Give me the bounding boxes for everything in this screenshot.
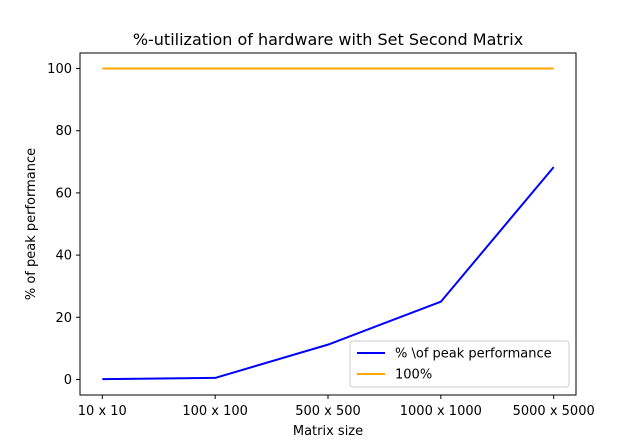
plot-area: 0 20 40 60 80 100 10 x 10 100 x 100 500 x 500 100… [47,52,595,419]
x-axis-label: Matrix size [293,424,363,439]
x-tick-label: 500 x 500 [295,404,361,419]
y-tick-label: 100 [47,62,72,77]
x-tick-label: 100 x 100 [182,404,248,419]
chart-title: %-utilization of hardware with Set Secon… [133,30,523,49]
y-tick-label: 20 [55,311,72,326]
y-tick-label: 0 [64,373,72,388]
y-axis-label: % of peak performance [24,148,39,300]
legend-box [349,340,570,388]
x-tick-label: 1000 x 1000 [400,404,482,419]
legend: % \of peak performance 100% [349,340,570,388]
series-line-1 [102,166,555,381]
x-tick-label: 5000 x 5000 [513,404,595,419]
y-tick-label: 40 [55,249,72,264]
y-tick-label: 80 [55,124,72,139]
legend-label-1: % \of peak performance [395,347,552,362]
x-tick-label: 10 x 10 [78,404,127,419]
y-tick-label: 60 [55,186,72,201]
legend-label-2: 100% [395,368,432,383]
